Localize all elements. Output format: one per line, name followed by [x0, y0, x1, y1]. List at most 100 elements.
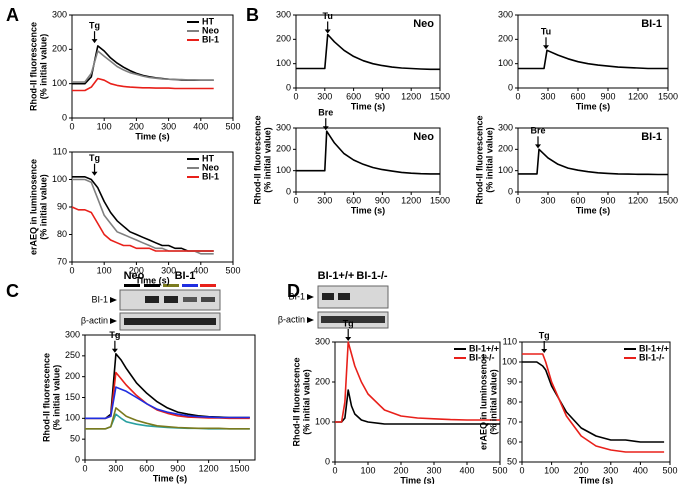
y-tick-label: 100 [276, 165, 291, 175]
y-tick-label: 150 [65, 392, 80, 402]
x-tick-label: 1500 [430, 91, 450, 101]
panel-letter: D [287, 281, 300, 301]
x-axis-label: Time (s) [576, 205, 610, 215]
chart: 0 100 200 300 400 500 70 80 90 100 110 Time (s) erAE… [28, 146, 240, 285]
x-tick-label: 400 [193, 265, 208, 275]
blot-band [322, 293, 334, 300]
y-axis-label: Rhod-II fluorescence [252, 115, 262, 204]
y-axis-label: erAEQ in luminosence [28, 159, 38, 255]
legend-label: HT [202, 153, 214, 163]
x-tick-label: 1200 [199, 463, 219, 473]
y-tick-label: 300 [65, 329, 80, 339]
y-tick-label: 200 [315, 376, 330, 386]
y-tick-label: 300 [315, 336, 330, 346]
lane-color [124, 284, 140, 287]
y-tick-label: 0 [286, 186, 291, 196]
panel-letter: C [6, 281, 19, 301]
blot-band [183, 297, 197, 302]
lane-color [182, 284, 198, 287]
western-blot: Neo BI-1 BI-1 β-actin [81, 270, 221, 331]
data-line [85, 386, 250, 420]
y-tick-label: 200 [52, 44, 67, 54]
lane-color [163, 284, 179, 287]
x-tick-label: 1500 [658, 195, 678, 205]
western-blot: BI-1+/+ BI-1-/- BI-1 β-actin [278, 270, 389, 329]
y-axis-label: (% initial value) [484, 127, 494, 193]
x-tick-label: 1200 [628, 195, 648, 205]
y-tick-label: 100 [315, 416, 330, 426]
x-tick-label: 500 [492, 465, 507, 475]
annotation-label: Bre [318, 108, 333, 118]
x-tick-label: 900 [600, 91, 615, 101]
y-tick-label: 300 [498, 122, 513, 132]
y-tick-label: 0 [62, 112, 67, 122]
x-tick-label: 900 [375, 91, 390, 101]
annotation-label: Tg [539, 330, 550, 340]
lane-color [144, 284, 160, 287]
y-tick-label: 300 [498, 9, 513, 19]
y-tick-label: 200 [276, 34, 291, 44]
annotation-label: Tg [109, 330, 120, 340]
x-tick-label: 200 [393, 465, 408, 475]
chart: 0 300 600 900 1200 1500 0 100 200 300 Time (s) BI-1… [498, 9, 678, 111]
x-tick-label: 300 [108, 463, 123, 473]
plot-frame [295, 14, 441, 89]
panel-label: Neo [413, 18, 434, 30]
chart: 0 300 600 900 1200 1500 0 100 200 300 Time (s) Rhod… [474, 115, 678, 215]
annotation-arrowhead [541, 349, 548, 353]
y-axis-label: (% initial value) [488, 369, 498, 435]
y-tick-label: 50 [507, 456, 517, 466]
plot-frame [71, 14, 234, 119]
y-tick-label: 0 [325, 456, 330, 466]
blot-band [201, 297, 215, 302]
annotation-arrowhead [345, 337, 352, 341]
data-line [85, 407, 250, 430]
x-tick-label: 900 [600, 195, 615, 205]
y-tick-label: 0 [508, 82, 513, 92]
y-tick-label: 0 [75, 454, 80, 464]
x-tick-label: 300 [540, 91, 555, 101]
data-line [296, 130, 440, 175]
x-tick-label: 600 [139, 463, 154, 473]
panel-label: Neo [413, 131, 434, 143]
x-tick-label: 300 [161, 265, 176, 275]
x-axis-label: Time (s) [579, 475, 613, 484]
x-tick-label: 0 [332, 465, 337, 475]
annotation-label: Tu [323, 11, 333, 21]
x-tick-label: 1500 [230, 463, 250, 473]
legend-label: BI-1-/- [469, 352, 495, 362]
y-tick-label: 100 [498, 58, 513, 68]
x-tick-label: 1200 [628, 91, 648, 101]
annotation-arrowhead [111, 348, 118, 353]
data-line [72, 50, 214, 83]
legend-label: BI-1+/+ [469, 343, 499, 353]
chart: 0 300 600 900 1200 1500 0 100 200 300 Time (s) Rhod… [252, 108, 450, 216]
y-tick-label: 200 [65, 371, 80, 381]
y-axis-label: Rhod-II fluorescence [291, 357, 301, 446]
annotation-label: Bre [530, 126, 545, 136]
x-tick-label: 100 [544, 465, 559, 475]
annotation-arrowhead [543, 45, 549, 50]
x-tick-label: 600 [570, 91, 585, 101]
x-tick-label: 0 [82, 463, 87, 473]
x-tick-label: 1500 [658, 91, 678, 101]
y-axis-label: Rhod-II fluorescence [41, 353, 51, 442]
y-axis-label: (% initial value) [51, 365, 61, 431]
blot-group: BI-1 [175, 270, 196, 282]
x-tick-label: 0 [515, 195, 520, 205]
data-line [71, 206, 214, 252]
x-tick-label: 300 [603, 465, 618, 475]
legend-label: BI-1+/+ [639, 343, 669, 353]
y-tick-label: 100 [52, 174, 67, 184]
x-tick-label: 0 [69, 121, 74, 131]
y-axis-label: (% initial value) [301, 369, 311, 435]
y-tick-label: 100 [65, 413, 80, 423]
x-tick-label: 1200 [401, 195, 421, 205]
y-tick-label: 80 [57, 229, 67, 239]
x-tick-label: 0 [519, 465, 524, 475]
annotation-label: Tu [541, 27, 551, 37]
x-tick-label: 500 [225, 121, 240, 131]
x-tick-label: 900 [375, 195, 390, 205]
